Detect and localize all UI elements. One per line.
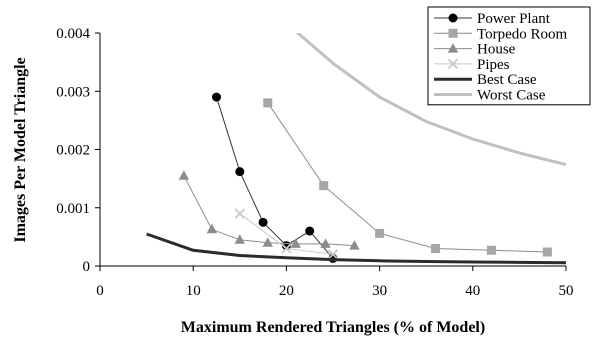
legend-marker [448,13,458,23]
legend-marker [448,28,458,38]
x-tick-label: 50 [559,283,574,299]
y-tick-label: 0.004 [56,26,90,42]
data-point-house [320,238,331,248]
legend-item-pipes: Pipes [434,57,510,73]
data-point-power-plant [235,167,245,177]
series-pipes [234,208,339,260]
data-point-house [262,237,273,247]
data-point-house [290,238,301,248]
x-tick-label: 30 [372,283,387,299]
legend-item-torpedo-room: Torpedo Room [434,26,568,42]
legend-item-worst-case: Worst Case [434,88,546,104]
x-axis-title: Maximum Rendered Triangles (% of Model) [181,319,485,336]
legend-item-best-case: Best Case [434,72,537,88]
axes: 0 10 20 30 40 50 0 0.001 0.002 0.003 0.004 [56,26,573,299]
y-axis-title: Images Per Model Triangle [12,57,29,242]
series-best-case [146,232,566,265]
data-point-pipes [234,208,245,219]
data-point-house [234,234,245,244]
legend-label: Power Plant [477,11,551,27]
data-point-house [349,240,360,250]
legend-box [427,6,591,106]
data-point-pipes [281,243,292,254]
y-tick-label: 0.001 [56,201,90,217]
legend-marker [447,58,459,70]
series-house [178,170,360,250]
y-tick-label: 0.002 [56,143,90,159]
data-point-pipes [327,249,339,260]
series-line-best-case [146,232,566,265]
series-line-torpedo-room [267,102,548,253]
x-tick-label: 40 [465,283,480,299]
x-tick-label: 20 [279,283,294,299]
legend-label: Torpedo Room [477,26,568,42]
data-point-power-plant [305,226,315,236]
data-point-torpedo-room [542,247,552,257]
legend-label: Best Case [477,72,537,88]
series-worst-case [295,33,566,167]
data-point-house [178,170,190,180]
legend-marker [447,43,459,53]
legend-label: Worst Case [477,88,546,104]
data-point-house [206,223,218,234]
data-point-torpedo-room [319,181,329,191]
plot-area [146,33,566,265]
legend-item-house: House [434,42,516,58]
y-tick-label: 0 [83,259,91,275]
legend-item-power-plant: Power Plant [434,11,551,27]
data-point-power-plant [258,217,268,227]
x-tick-label: 10 [186,283,201,299]
data-point-torpedo-room [375,228,385,238]
data-point-torpedo-room [263,98,273,108]
data-point-torpedo-room [486,245,496,255]
legend-label: Pipes [477,57,510,73]
series-line-power-plant [216,96,334,259]
y-tick-label: 0.003 [56,84,90,100]
data-point-torpedo-room [431,244,441,254]
x-tick-label: 0 [96,283,104,299]
series-line-worst-case [295,33,566,167]
legend-label: House [477,42,516,58]
series-torpedo-room [263,98,552,257]
data-point-power-plant [212,92,221,102]
